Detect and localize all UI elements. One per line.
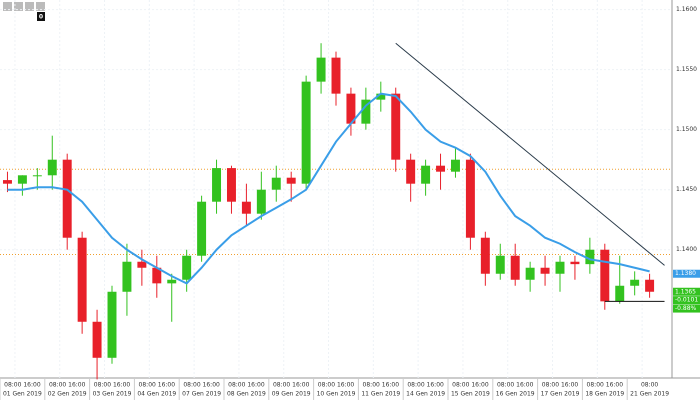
x-date-label: 07 Gen 2019 xyxy=(182,391,221,398)
candle-body xyxy=(510,255,520,280)
candle-body xyxy=(376,93,386,100)
x-time-label: 08:00 16:00 xyxy=(273,382,310,389)
candle-body xyxy=(32,175,42,177)
candle-body xyxy=(226,168,236,202)
x-time-label: 08:00 16:00 xyxy=(407,382,444,389)
x-date-label: 11 Gen 2019 xyxy=(361,391,400,398)
trendline xyxy=(395,42,665,266)
x-date-label: 17 Gen 2019 xyxy=(541,391,580,398)
x-time-label: 08:00 16:00 xyxy=(587,382,624,389)
x-time-label: 08:00 16:00 xyxy=(452,382,489,389)
x-time-label: 08:00 16:00 xyxy=(497,382,534,389)
candle-body xyxy=(241,201,251,214)
candle-body xyxy=(197,201,207,256)
candle-body xyxy=(92,321,102,358)
tool-button[interactable] xyxy=(3,2,12,11)
candle-body xyxy=(645,279,655,292)
x-time-label: 08:00 16:00 xyxy=(363,382,400,389)
candle-body xyxy=(62,159,72,238)
candle-body xyxy=(540,267,550,274)
x-date-label: 03 Gen 2019 xyxy=(93,391,132,398)
x-date-label: 02 Gen 2019 xyxy=(48,391,87,398)
candle-body xyxy=(2,180,12,184)
candle-body xyxy=(107,291,117,358)
badge-text: 0 xyxy=(39,14,43,21)
candle-body xyxy=(585,249,595,265)
tool-button[interactable] xyxy=(14,2,23,11)
price-label-box xyxy=(673,287,700,296)
x-date-label: 15 Gen 2019 xyxy=(451,391,490,398)
candle-body xyxy=(570,261,580,265)
x-date-label: 16 Gen 2019 xyxy=(496,391,535,398)
x-time-label: 08:00 16:00 xyxy=(4,382,41,389)
candle-body xyxy=(480,237,490,274)
badge xyxy=(37,12,45,21)
price-label-box xyxy=(673,304,700,313)
price-label: -0.88% xyxy=(675,305,697,312)
y-tick-label: 1.1500 xyxy=(676,126,697,133)
candle-body xyxy=(615,285,625,302)
x-time-label: 08:00 16:00 xyxy=(139,382,176,389)
x-date-label: 18 Gen 2019 xyxy=(585,391,624,398)
x-date-label: 10 Gen 2019 xyxy=(317,391,356,398)
candle-body xyxy=(465,159,475,238)
candle-body xyxy=(331,57,341,94)
x-time-label: 08:00 16:00 xyxy=(542,382,579,389)
x-time-label: 08:00 16:00 xyxy=(228,382,265,389)
candle-body xyxy=(271,177,281,190)
candle-body xyxy=(212,168,222,202)
price-label-box xyxy=(673,296,700,305)
candle-body xyxy=(47,159,57,176)
candle-body xyxy=(182,255,192,280)
candle-body xyxy=(391,93,401,160)
candle-body xyxy=(301,81,311,184)
candle-body xyxy=(555,261,565,274)
candle-body xyxy=(450,159,460,172)
candle-body xyxy=(436,165,446,172)
price-label: 1.1365 xyxy=(675,288,696,295)
x-date-label: 08 Gen 2019 xyxy=(227,391,266,398)
candle-body xyxy=(77,237,87,322)
price-label-box xyxy=(673,269,700,278)
x-time-label: 08:00 16:00 xyxy=(94,382,131,389)
moving-average xyxy=(7,92,650,285)
x-time-label: 08:00 16:00 xyxy=(318,382,355,389)
x-time-label: 08:00 16:00 xyxy=(183,382,220,389)
price-label: 1.1380 xyxy=(675,270,696,277)
candle-body xyxy=(495,255,505,274)
candle-body xyxy=(122,261,132,292)
candle-body xyxy=(137,261,147,268)
x-date-label: 14 Gen 2019 xyxy=(406,391,445,398)
candle-body xyxy=(421,165,431,184)
candle-body xyxy=(630,279,640,286)
x-time-label: 08:00 xyxy=(641,382,658,389)
x-date-label: 21 Gen 2019 xyxy=(630,391,669,398)
candle-body xyxy=(152,267,162,284)
candle-body xyxy=(256,189,266,214)
x-date-label: 01 Gen 2019 xyxy=(3,391,42,398)
candle-body xyxy=(167,279,177,284)
x-date-label: 09 Gen 2019 xyxy=(272,391,311,398)
candle-body xyxy=(286,177,296,184)
y-tick-label: 1.1400 xyxy=(676,246,697,253)
candle-body xyxy=(361,99,371,124)
candle-body xyxy=(600,249,610,302)
x-date-label: 04 Gen 2019 xyxy=(137,391,176,398)
y-tick-label: 1.1450 xyxy=(676,186,697,193)
y-tick-label: 1.1600 xyxy=(676,6,697,13)
candle-body xyxy=(17,175,27,184)
candle-body xyxy=(525,267,535,280)
x-time-label: 08:00 16:00 xyxy=(49,382,86,389)
price-label: -0.0101 xyxy=(675,297,698,304)
tool-button[interactable] xyxy=(36,2,45,11)
toolbar: 0 xyxy=(3,2,45,21)
candle-body xyxy=(316,57,326,82)
candle-body xyxy=(346,93,356,124)
candle-body xyxy=(406,159,416,184)
y-tick-label: 1.1550 xyxy=(676,66,697,73)
tool-button[interactable] xyxy=(25,2,34,11)
